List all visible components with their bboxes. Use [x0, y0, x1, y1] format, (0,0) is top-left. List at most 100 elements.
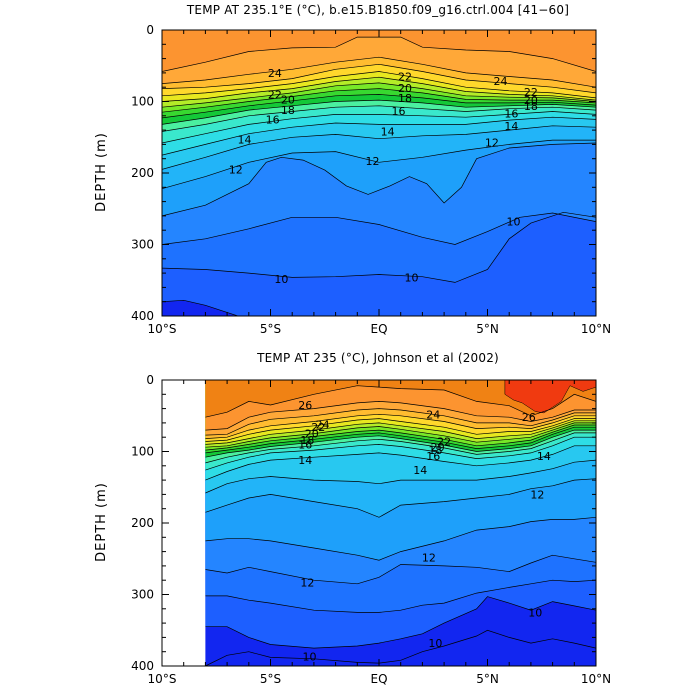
contour-label: 14: [413, 464, 427, 477]
contour-label: 26: [522, 411, 536, 424]
contour-label: 22: [524, 86, 538, 99]
contour-label: 18: [281, 104, 295, 117]
y-tick-label: 400: [131, 309, 154, 323]
x-tick-label: 10°S: [148, 322, 177, 336]
panel-observations: TEMP AT 235 (°C), Johnson et al (2002) D…: [94, 351, 611, 686]
isotherm-12: [205, 478, 596, 518]
isotherm-20: [205, 422, 596, 448]
contour-label: 22: [268, 88, 282, 101]
contour-label: 20: [305, 428, 319, 441]
x-tick-label: 5°S: [260, 322, 281, 336]
contour-label: 14: [504, 120, 518, 133]
y-axis-label-model: DEPTH (m): [94, 132, 109, 212]
contour-label: 24: [268, 67, 282, 80]
x-tick-label: 5°N: [476, 672, 499, 686]
isotherm-19: [162, 88, 596, 113]
isotherm-9: [205, 579, 596, 613]
isotherm-24: [162, 56, 596, 88]
y-tick-label: 300: [131, 238, 154, 252]
contour-label: 24: [426, 408, 440, 421]
isotherm-7: [205, 629, 596, 666]
temperature-field: 2624222018161424222018161426141212121010…: [205, 380, 596, 666]
isotherm-24: [205, 408, 596, 436]
contour-label: 20: [431, 441, 445, 454]
contour-label: 10: [428, 637, 442, 650]
isotherm-15: [162, 111, 596, 144]
contour-label: 16: [504, 108, 518, 121]
isotherm-9: [162, 211, 596, 283]
isotherm-22: [205, 418, 596, 442]
contour-label: 18: [524, 100, 538, 113]
isotherm-21: [162, 76, 596, 102]
isotherm-10: [162, 212, 596, 245]
contour-label: 20: [524, 94, 538, 107]
contour-label: 16: [392, 105, 406, 118]
contour-label: 18: [398, 92, 412, 105]
isotherm-23: [162, 63, 596, 94]
x-tick-label: 10°N: [581, 322, 611, 336]
contour-label: 12: [300, 576, 314, 589]
y-tick-label: 0: [146, 373, 154, 387]
x-tick-label: EQ: [370, 322, 387, 336]
contour-label: 12: [530, 488, 544, 501]
x-tick-label: EQ: [370, 672, 387, 686]
y-tick-label: 100: [131, 445, 154, 459]
isotherm-17: [205, 429, 596, 458]
contour-label: 16: [426, 450, 440, 463]
isotherm-10: [205, 554, 596, 585]
y-tick-label: 300: [131, 588, 154, 602]
contour-label: 24: [316, 418, 330, 431]
contour-label: 12: [422, 551, 436, 564]
isotherm-14: [205, 445, 596, 481]
contour-label: 18: [428, 444, 442, 457]
contour-label: 12: [485, 136, 499, 149]
chart-title-observations: TEMP AT 235 (°C), Johnson et al (2002): [256, 351, 499, 365]
y-tick-label: 200: [131, 516, 154, 530]
isotherm-25: [205, 401, 596, 431]
contour-label: 22: [437, 435, 451, 448]
contour-label: 10: [528, 606, 542, 619]
isotherm-11: [162, 142, 596, 217]
contour-label: 14: [381, 126, 395, 139]
contour-label: 18: [300, 434, 314, 447]
y-tick-label: 200: [131, 166, 154, 180]
contour-label: 14: [298, 454, 312, 467]
contour-label: 10: [274, 273, 288, 286]
contour-label: 12: [365, 155, 379, 168]
contour-label: 14: [237, 133, 251, 146]
isotherm-13: [205, 459, 596, 494]
isotherm-23: [205, 413, 596, 439]
isotherm-11: [205, 516, 596, 561]
isotherm-18: [205, 426, 596, 454]
y-axis-label-observations: DEPTH (m): [94, 482, 109, 562]
isotherm-20: [162, 82, 596, 108]
contour-label: 16: [266, 113, 280, 126]
contour-label: 24: [494, 75, 508, 88]
isotherm-22: [162, 71, 596, 99]
x-tick-label: 10°S: [148, 672, 177, 686]
isotherm-25: [162, 36, 596, 72]
isotherm-16: [162, 105, 596, 132]
isotherm-26: [205, 385, 596, 418]
contour-label: 10: [405, 271, 419, 284]
y-tick-label: 400: [131, 659, 154, 673]
contour-label: 10: [507, 216, 521, 229]
x-tick-label: 5°S: [260, 672, 281, 686]
isotherm-18: [162, 94, 596, 119]
x-tick-label: 10°N: [581, 672, 611, 686]
panel-model: TEMP AT 235.1°E (°C), b.e15.B1850.f09_g1…: [94, 3, 611, 336]
isotherm-16: [205, 432, 596, 464]
contour-label: 12: [229, 163, 243, 176]
contour-label: 22: [311, 421, 325, 434]
y-tick-label: 100: [131, 95, 154, 109]
contour-label: 22: [398, 70, 412, 83]
isotherm-8: [162, 299, 239, 316]
contour-label: 26: [298, 399, 312, 412]
isotherm-14: [162, 116, 596, 156]
y-tick-label: 0: [146, 23, 154, 37]
isotherm-19: [205, 424, 596, 451]
chart-title-model: TEMP AT 235.1°E (°C), b.e15.B1850.f09_g1…: [186, 3, 569, 17]
isotherm-12: [162, 139, 596, 190]
isotherm-15: [205, 436, 596, 471]
